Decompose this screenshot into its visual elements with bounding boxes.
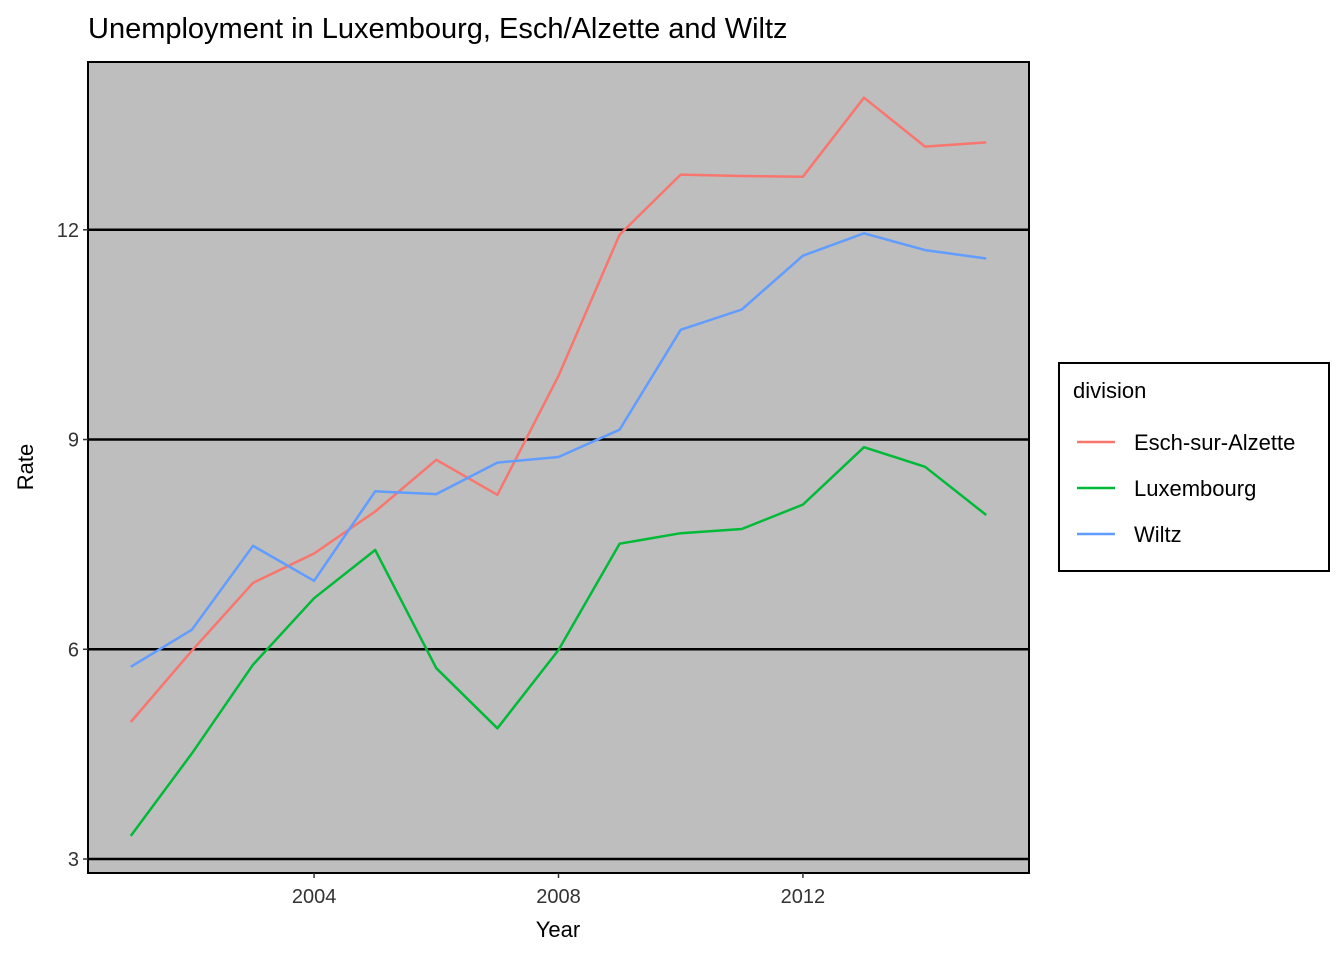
gridlines [88, 228, 1029, 861]
x-tick-label: 2012 [781, 886, 826, 908]
x-axis-title: Year [536, 917, 580, 942]
plot-panel [88, 62, 1029, 873]
chart-title: Unemployment in Luxembourg, Esch/Alzette… [88, 13, 788, 45]
legend-label: Esch-sur-Alzette [1134, 430, 1295, 455]
y-axis-title: Rate [13, 444, 38, 490]
y-tick-label: 3 [68, 849, 79, 871]
legend-items: Esch-sur-Alzette Luxembourg Wiltz [1077, 430, 1295, 547]
legend-item: Luxembourg [1077, 476, 1256, 501]
series-line-esch-sur-alzette [129, 96, 987, 723]
legend-box [1058, 362, 1330, 572]
x-axis: 2004 2008 2012 [292, 873, 825, 908]
y-tick-label: 6 [68, 639, 79, 661]
legend-item: Wiltz [1077, 522, 1182, 547]
legend: division Esch-sur-Alzette Luxembourg Wiltz [1058, 362, 1330, 572]
legend-title: division [1073, 378, 1146, 403]
legend-label: Wiltz [1134, 522, 1182, 547]
series-line-wiltz [130, 232, 987, 668]
y-tick-label: 12 [57, 220, 79, 242]
series-line-luxembourg [129, 445, 987, 837]
x-tick-label: 2008 [536, 886, 581, 908]
legend-label: Luxembourg [1134, 476, 1256, 501]
legend-item: Esch-sur-Alzette [1077, 430, 1295, 455]
y-tick-label: 9 [68, 430, 79, 452]
series-lines [129, 96, 987, 837]
y-axis: 3 6 9 12 [57, 220, 88, 871]
x-tick-label: 2004 [292, 886, 337, 908]
